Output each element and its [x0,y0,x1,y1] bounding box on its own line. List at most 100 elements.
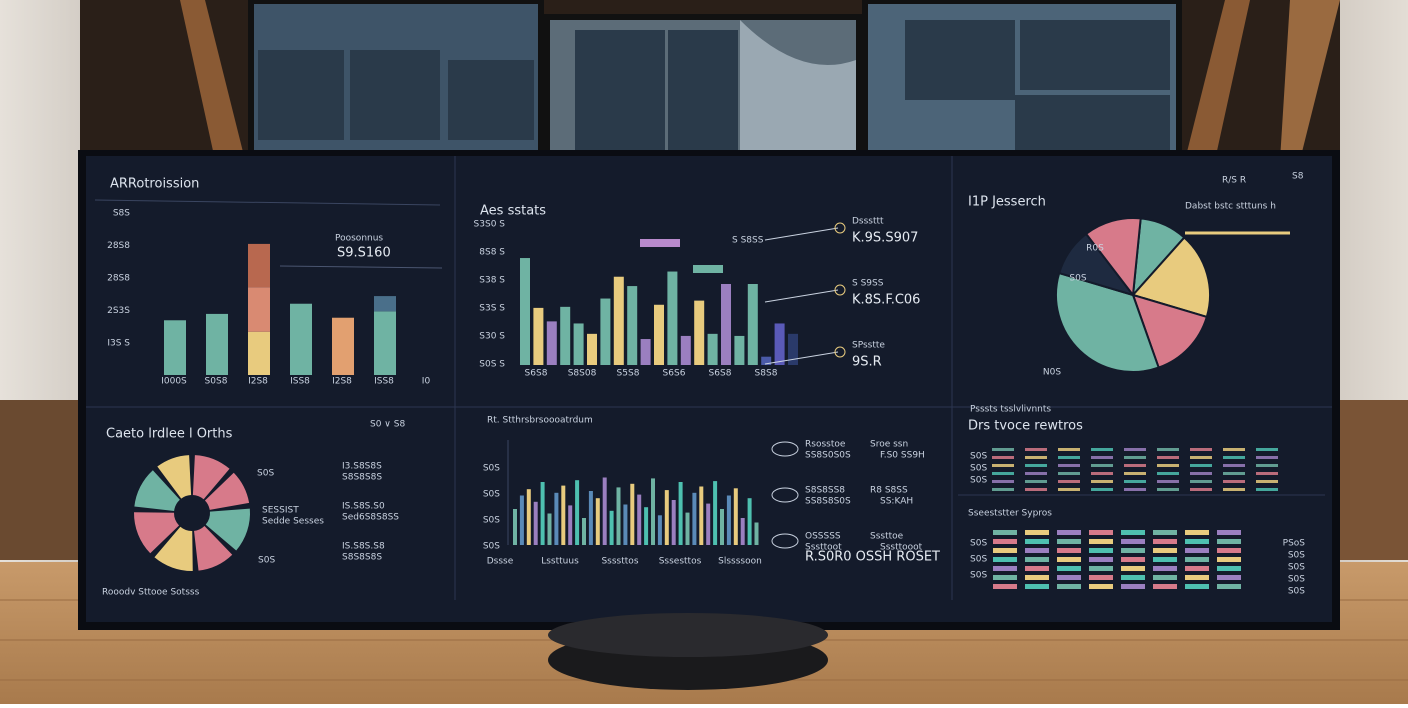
donut-segment [205,508,250,551]
dash [1185,557,1209,562]
dash [1057,557,1081,562]
label: S6S8 [525,369,548,379]
label: S0S [970,539,987,549]
label: Sssttoe [870,532,904,542]
beam [1280,0,1340,160]
label: S0S8 [205,377,228,387]
bar [740,518,745,545]
label: Rooodv Sttooe Sotsss [102,588,200,598]
dash [1025,480,1047,483]
label: 2S3S [107,306,130,316]
legend-chip [640,239,680,247]
dash [1153,539,1177,544]
callout-dot [834,346,846,358]
bar [657,515,662,545]
bar [588,491,593,545]
bar [733,488,738,545]
label: S8S8S8S [342,473,382,483]
bar [754,522,759,545]
dash [1089,530,1113,535]
label: Dsssttt [852,217,884,227]
dash [1157,488,1179,491]
dash [1217,566,1241,571]
bar [582,518,586,545]
dash [1025,456,1047,459]
dash [1185,539,1209,544]
dash [1217,548,1241,553]
label: S0S [1069,274,1086,284]
label: 28S8 [107,241,130,251]
label: Rt. Stthrsbrsoooatrdum [487,416,593,426]
label: S6S8 [709,369,732,379]
label: R.S0R0 OSSH ROSET [805,550,940,565]
label: Sssesttos [659,557,702,567]
rule [764,351,839,365]
dash [1025,566,1049,571]
dash [1217,539,1241,544]
dash [1256,448,1278,451]
label: Sssttoot [805,543,842,553]
row-icon [771,533,799,549]
dash [1121,575,1145,580]
bar [678,482,683,545]
beam [1185,0,1250,160]
label: S5S8 [617,369,640,379]
rule [279,265,443,269]
bar [623,504,628,545]
panel-borders [86,156,1332,600]
bar [651,478,655,545]
dash [992,448,1014,451]
dash [1057,566,1081,571]
dash [1091,480,1113,483]
bar [680,335,691,365]
bar-segment [332,317,354,375]
pie-slice [1131,293,1209,369]
dash [993,548,1017,553]
bar [707,333,718,365]
dash [1185,584,1209,589]
dash [1223,488,1245,491]
dash [1089,548,1113,553]
dash [1058,480,1080,483]
label: Sedde Sesses [262,517,324,527]
dash [993,566,1017,571]
dash [1153,548,1177,553]
label: S0S [970,476,987,486]
bar [616,487,621,545]
dash [1153,584,1177,589]
bar [637,494,642,545]
dash [1256,464,1278,467]
rule [764,289,839,303]
label: S8S8S8S [342,553,382,563]
dash [1025,488,1047,491]
pedestal-top [548,613,828,657]
label: S0S [258,556,275,566]
dash [1124,448,1146,451]
dash [1089,584,1113,589]
dash [1058,488,1080,491]
label: I3.S8S8S [342,462,382,472]
label: S8 [1292,172,1304,182]
beam [180,0,245,160]
bar [720,509,724,545]
dash [1089,575,1113,580]
bar [560,306,571,365]
dash [1025,448,1047,451]
label: S0S [970,555,987,565]
bar-segment [164,320,186,375]
bar [627,286,638,365]
donut-segment [134,512,180,554]
bar-segment [290,303,312,375]
bar [600,298,611,365]
label: Caeto lrdlee l Orths [106,427,233,442]
label: Sssttooot [880,543,923,553]
bar [734,335,745,365]
label: Aes sstats [480,204,546,219]
label: OSSSSS [805,532,841,542]
pie-slice [1055,271,1160,373]
dash [1223,456,1245,459]
pie-slice [1084,217,1142,298]
label: S0S [970,452,987,462]
bar [713,481,718,545]
label: S0S [483,490,500,500]
